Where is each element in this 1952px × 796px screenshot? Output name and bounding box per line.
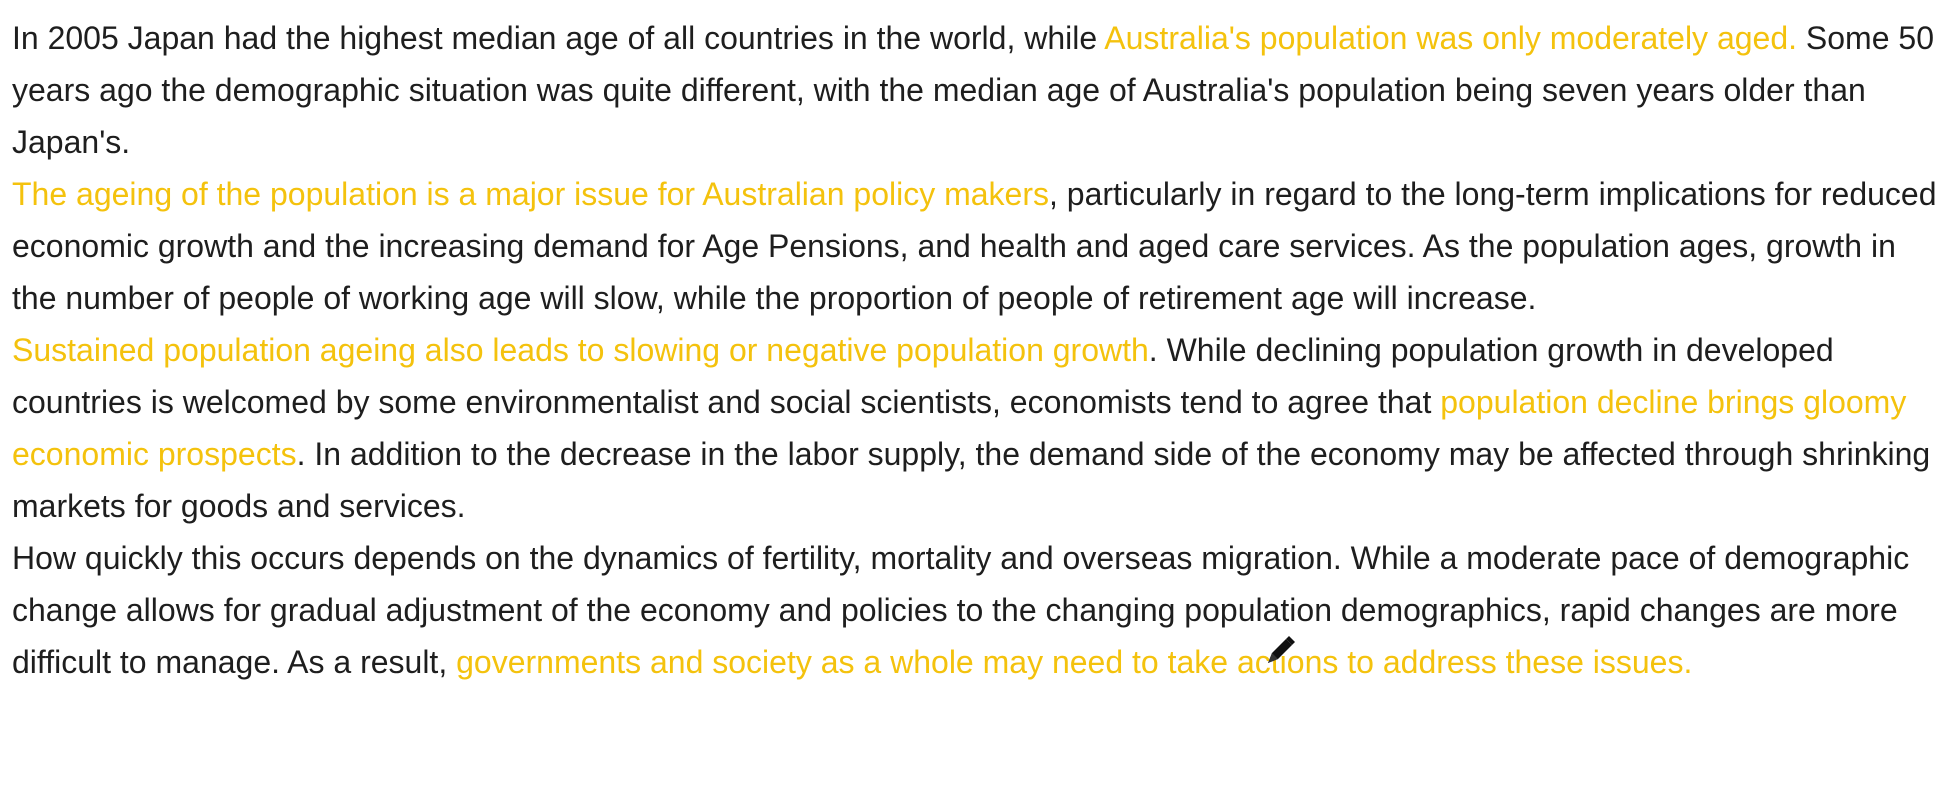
paragraph-1: In 2005 Japan had the highest median age… bbox=[12, 12, 1942, 168]
text-segment: . While declining population growth in d… bbox=[12, 332, 1834, 420]
document-body: In 2005 Japan had the highest median age… bbox=[12, 12, 1942, 688]
highlighted-text: population decline brings gloomy economi… bbox=[12, 384, 1907, 472]
paragraph-3: Sustained population ageing also leads t… bbox=[12, 324, 1942, 532]
paragraph-4: How quickly this occurs depends on the d… bbox=[12, 532, 1942, 688]
text-segment: Some 50 years ago the demographic situat… bbox=[12, 20, 1934, 160]
text-segment: In 2005 Japan had the highest median age… bbox=[12, 20, 1105, 56]
highlighted-text: The ageing of the population is a major … bbox=[12, 176, 1049, 212]
highlighted-text: Sustained population ageing also leads t… bbox=[12, 332, 1149, 368]
pen-cursor-icon bbox=[1268, 636, 1295, 663]
text-segment: . In addition to the decrease in the lab… bbox=[12, 436, 1931, 524]
highlighted-text: governments and society as a whole may n… bbox=[456, 644, 1693, 680]
paragraph-2: The ageing of the population is a major … bbox=[12, 168, 1942, 324]
text-segment: , particularly in regard to the long-ter… bbox=[12, 176, 1937, 316]
highlighted-text: Australia's population was only moderate… bbox=[1104, 20, 1798, 56]
text-segment: How quickly this occurs depends on the d… bbox=[12, 540, 1910, 680]
